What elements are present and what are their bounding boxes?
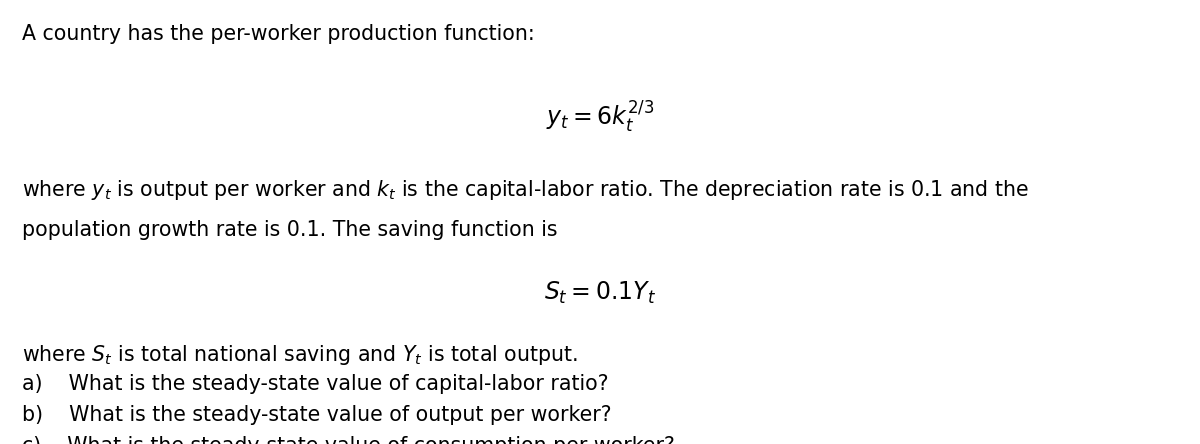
- Text: where $S_t$ is total national saving and $Y_t$ is total output.: where $S_t$ is total national saving and…: [22, 343, 577, 367]
- Text: $y_t = 6k_t^{2/3}$: $y_t = 6k_t^{2/3}$: [546, 100, 654, 135]
- Text: a)    What is the steady-state value of capital-labor ratio?: a) What is the steady-state value of cap…: [22, 374, 608, 394]
- Text: c)    What is the steady-state value of consumption per worker?: c) What is the steady-state value of con…: [22, 436, 674, 444]
- Text: where $y_t$ is output per worker and $k_t$ is the capital-labor ratio. The depre: where $y_t$ is output per worker and $k_…: [22, 178, 1028, 202]
- Text: A country has the per-worker production function:: A country has the per-worker production …: [22, 24, 534, 44]
- Text: $S_t = 0.1Y_t$: $S_t = 0.1Y_t$: [544, 280, 656, 306]
- Text: b)    What is the steady-state value of output per worker?: b) What is the steady-state value of out…: [22, 405, 611, 425]
- Text: population growth rate is 0.1. The saving function is: population growth rate is 0.1. The savin…: [22, 220, 557, 240]
